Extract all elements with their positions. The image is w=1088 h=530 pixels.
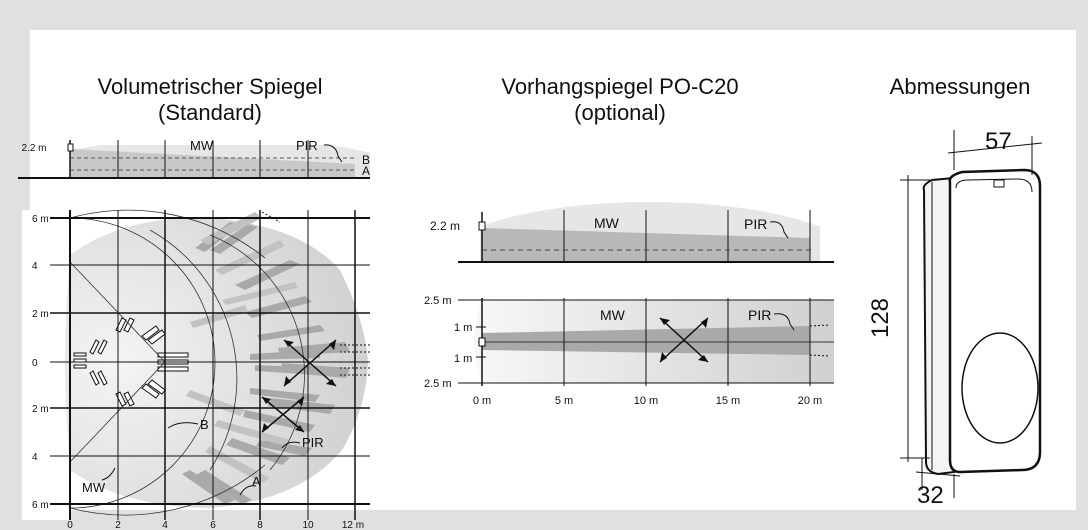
curtain-title-line2: (optional) [574,100,666,125]
volumetric-top-y-label: 6 m [32,500,49,511]
curtain-title: Vorhangspiegel PO-C20 (optional) [450,74,790,126]
curtain-side-gridlines [563,210,811,262]
volumetric-top-y-label: 0 [32,358,38,369]
volumetric-top-y-label: 2 m [32,404,49,415]
curtain-top-mw-label: MW [600,307,626,323]
dimension-height-label: 128 [867,298,894,338]
volumetric-top-view: 6 m 4 2 m 0 2 m 4 6 m 0 2 4 6 8 10 12 m … [22,209,372,530]
curtain-top-y-label: 1 m [454,353,472,365]
volumetric-side-mw-label: MW [190,138,214,153]
curtain-top-x-label: 0 m [473,395,491,407]
volumetric-top-gridlines [50,210,370,520]
volumetric-top-mw-zone [70,217,368,508]
curtain-top-x-label: 20 m [798,395,822,407]
volumetric-top-y-label: 6 m [32,214,49,225]
curtain-top-y-label: 2.5 m [424,295,452,307]
curtain-top-sensor-icon [478,337,486,347]
dimensions-title: Abmessungen [889,74,1031,99]
curtain-top-x-labels: 0 m 5 m 10 m 15 m 20 m [473,395,822,407]
volumetric-top-a-label: A [252,474,261,489]
curtain-side-pir-label: PIR [744,216,767,232]
detector-lens [961,332,1039,444]
curtain-side-mw-label: MW [594,215,620,231]
curtain-top-x-label: 15 m [716,395,740,407]
volumetric-top-x-label: 4 [162,520,168,530]
volumetric-top-x-labels: 0 2 4 6 8 10 12 m [67,520,364,530]
volumetric-side-view: 2.2 m MW PIR B A [18,138,370,179]
curtain-top-y-labels: 2.5 m 1 m 1 m 2.5 m [424,295,472,390]
volumetric-top-x-label: 2 [115,520,121,530]
curtain-top-x-label: 10 m [634,395,658,407]
volumetric-side-sensor-icon [67,143,74,152]
volumetric-top-x-label: 6 [210,520,216,530]
volumetric-side-height-label: 2.2 m [21,143,46,154]
volumetric-top-x-label: 10 [302,520,314,530]
curtain-top-y-label: 2.5 m [424,378,452,390]
volumetric-top-mw-label: MW [82,480,106,495]
volumetric-top-y-label: 4 [32,452,38,463]
curtain-top-y-label: 1 m [454,322,472,334]
volumetric-top-pir-label: PIR [302,435,324,450]
curtain-top-movement-arrows [659,317,709,363]
detector-led-icon [993,179,1005,188]
volumetric-top-y-label: 4 [32,261,38,272]
curtain-side-height-label: 2.2 m [430,219,460,233]
volumetric-side-pir-label: PIR [296,138,318,153]
volumetric-top-y-label: 2 m [32,309,49,320]
volumetric-side-gridlines [117,140,309,178]
volumetric-title-line1: Volumetrischer Spiegel [97,74,323,99]
volumetric-top-movement-arrows [261,339,337,433]
volumetric-side-b-label: B [362,153,370,167]
volumetric-top-near-zones [73,317,189,407]
curtain-side-view: 2.2 m MW PIR [430,202,834,263]
volumetric-top-b-label: B [200,417,209,432]
volumetric-top-x-label: 12 m [342,520,364,530]
detector-side-profile [922,176,955,476]
curtain-top-x-label: 5 m [555,395,573,407]
dimension-depth-label: 32 [917,482,944,509]
dimensions-drawing: 57 128 32 [867,128,1043,509]
volumetric-top-x-label: 8 [257,520,263,530]
volumetric-side-a-label: A [362,164,370,178]
volumetric-top-x-label: 0 [67,520,73,530]
curtain-top-view: 2.5 m 1 m 1 m 2.5 m 0 m 5 m 10 m 15 m 20… [424,295,834,407]
volumetric-title: Volumetrischer Spiegel (Standard) [40,74,380,126]
volumetric-top-y-labels: 6 m 4 2 m 0 2 m 4 6 m [32,214,49,511]
curtain-top-pir-label: PIR [748,307,771,323]
curtain-title-line1: Vorhangspiegel PO-C20 [501,74,739,99]
curtain-side-sensor-icon [478,221,486,231]
volumetric-title-line2: (Standard) [158,100,262,125]
dimension-width-label: 57 [985,128,1012,155]
